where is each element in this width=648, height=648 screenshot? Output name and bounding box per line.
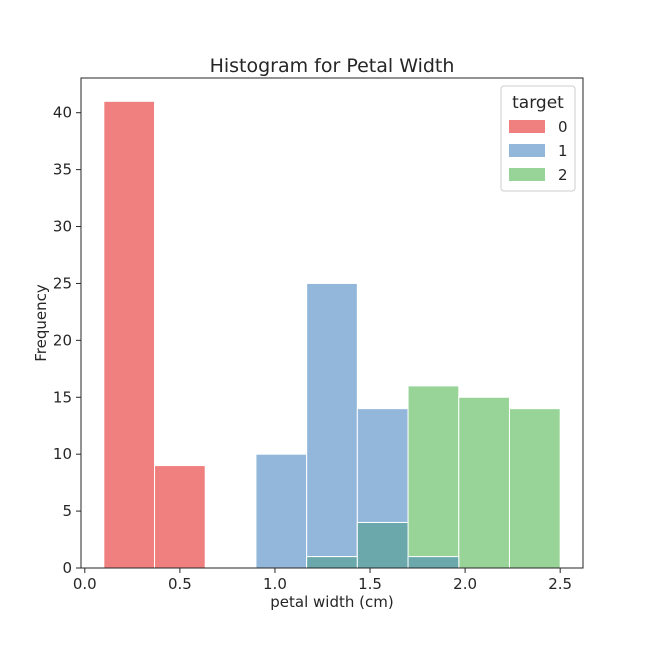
x-tick-label: 0.0	[73, 575, 97, 593]
bar-series-2-bin-8	[508, 408, 561, 569]
y-tick-label: 35	[53, 161, 72, 179]
x-tick-label: 1.0	[263, 575, 287, 593]
bar-overlap-bin-5	[356, 521, 409, 569]
y-tick-label: 40	[53, 104, 72, 122]
x-tick-label: 1.5	[358, 575, 382, 593]
legend-title: target	[512, 93, 564, 113]
bar-overlap-bin-4	[306, 556, 358, 569]
y-tick-label: 25	[53, 274, 72, 292]
y-tick-label: 10	[53, 445, 72, 463]
x-tick-label: 2.0	[453, 575, 477, 593]
legend-items: 0 1 2	[509, 118, 568, 184]
y-tick-label: 5	[62, 502, 72, 520]
legend-label-0: 0	[558, 118, 568, 136]
x-axis: 0.0 0.5 1.0 1.5 2.0 2.5	[73, 568, 572, 593]
bar-series-0-bin-1	[154, 465, 206, 569]
bar-series-0-bin-0	[103, 100, 156, 569]
bar-series-1-bin-4	[306, 282, 358, 569]
legend-swatch-2	[509, 168, 545, 181]
legend-swatch-1	[509, 144, 545, 157]
legend-box	[500, 85, 576, 192]
legend-label-2: 2	[558, 166, 568, 184]
plot-frame	[80, 77, 584, 569]
y-tick-label: 20	[53, 331, 72, 349]
y-tick-label: 15	[53, 388, 72, 406]
chart-title: Histogram for Petal Width	[210, 55, 455, 77]
x-axis-label: petal width (cm)	[270, 593, 393, 611]
y-axis: 0 5 10 15 20 25 30 35 40	[53, 104, 81, 577]
y-tick-label: 30	[53, 218, 72, 236]
bar-series-1-bin-3	[255, 453, 308, 569]
legend-swatch-0	[509, 120, 545, 133]
y-axis-label: Frequency	[32, 284, 50, 362]
legend: target 0 1 2	[500, 85, 576, 192]
bar-series-2-bin-7	[458, 396, 510, 569]
bars-group	[103, 100, 561, 569]
bar-series-2-bin-6	[407, 385, 460, 569]
bar-overlap-bin-6	[407, 556, 460, 569]
x-tick-label: 2.5	[548, 575, 572, 593]
x-tick-label: 0.5	[168, 575, 192, 593]
y-tick-label: 0	[62, 559, 72, 577]
legend-label-1: 1	[558, 142, 568, 160]
